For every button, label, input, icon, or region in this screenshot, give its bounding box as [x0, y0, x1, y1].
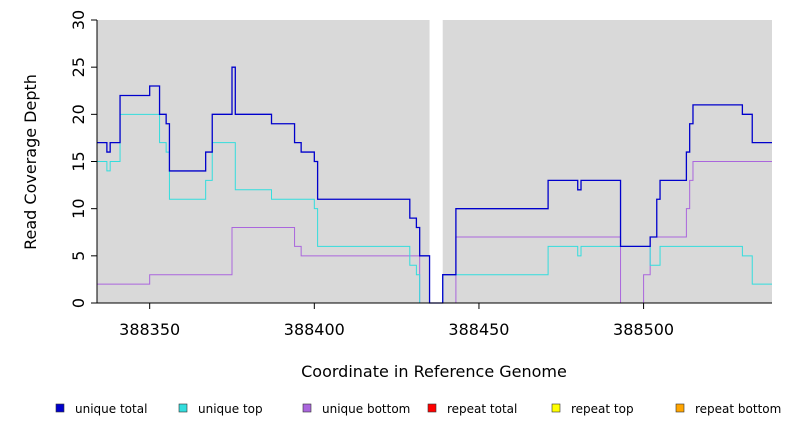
legend-swatch-unique-bottom	[302, 403, 312, 413]
legend-swatch-repeat-bottom	[675, 403, 685, 413]
legend-label-repeat-total: repeat total	[447, 402, 517, 416]
x-tick-label-388450: 388450	[448, 320, 509, 339]
y-tick-label-25: 25	[69, 57, 88, 77]
shaded-region-1	[97, 20, 430, 303]
y-tick-label-30: 30	[69, 10, 88, 30]
legend-swatch-repeat-total	[427, 403, 437, 413]
series-line-unique-bottom	[97, 161, 772, 304]
y-tick-label-10: 10	[69, 198, 88, 218]
legend-label-repeat-bottom: repeat bottom	[695, 402, 781, 416]
y-axis-title: Read Coverage Depth	[21, 74, 40, 250]
x-tick-label-388500: 388500	[613, 320, 674, 339]
y-tick-label-20: 20	[69, 104, 88, 124]
legend-label-unique-top: unique top	[198, 402, 263, 416]
axes: 0 5 10 15 20 25 30 388350 388400 388450 388500	[69, 10, 772, 339]
y-tick-label-0: 0	[69, 298, 88, 308]
y-tick-label-15: 15	[69, 151, 88, 171]
legend-label-unique-bottom: unique bottom	[322, 402, 410, 416]
x-tick-label-388400: 388400	[284, 320, 345, 339]
legend-swatch-unique-total	[55, 403, 65, 413]
x-tick-label-388350: 388350	[119, 320, 180, 339]
legend-label-unique-total: unique total	[75, 402, 147, 416]
x-axis-title: Coordinate in Reference Genome	[301, 362, 567, 381]
y-tick-label-5: 5	[69, 251, 88, 261]
legend: unique total unique top unique bottom repea…	[55, 402, 781, 416]
legend-swatch-repeat-top	[551, 403, 561, 413]
legend-swatch-unique-top	[178, 403, 188, 413]
series-line-unique-total	[97, 66, 772, 304]
plot-background	[97, 20, 772, 303]
legend-label-repeat-top: repeat top	[571, 402, 634, 416]
